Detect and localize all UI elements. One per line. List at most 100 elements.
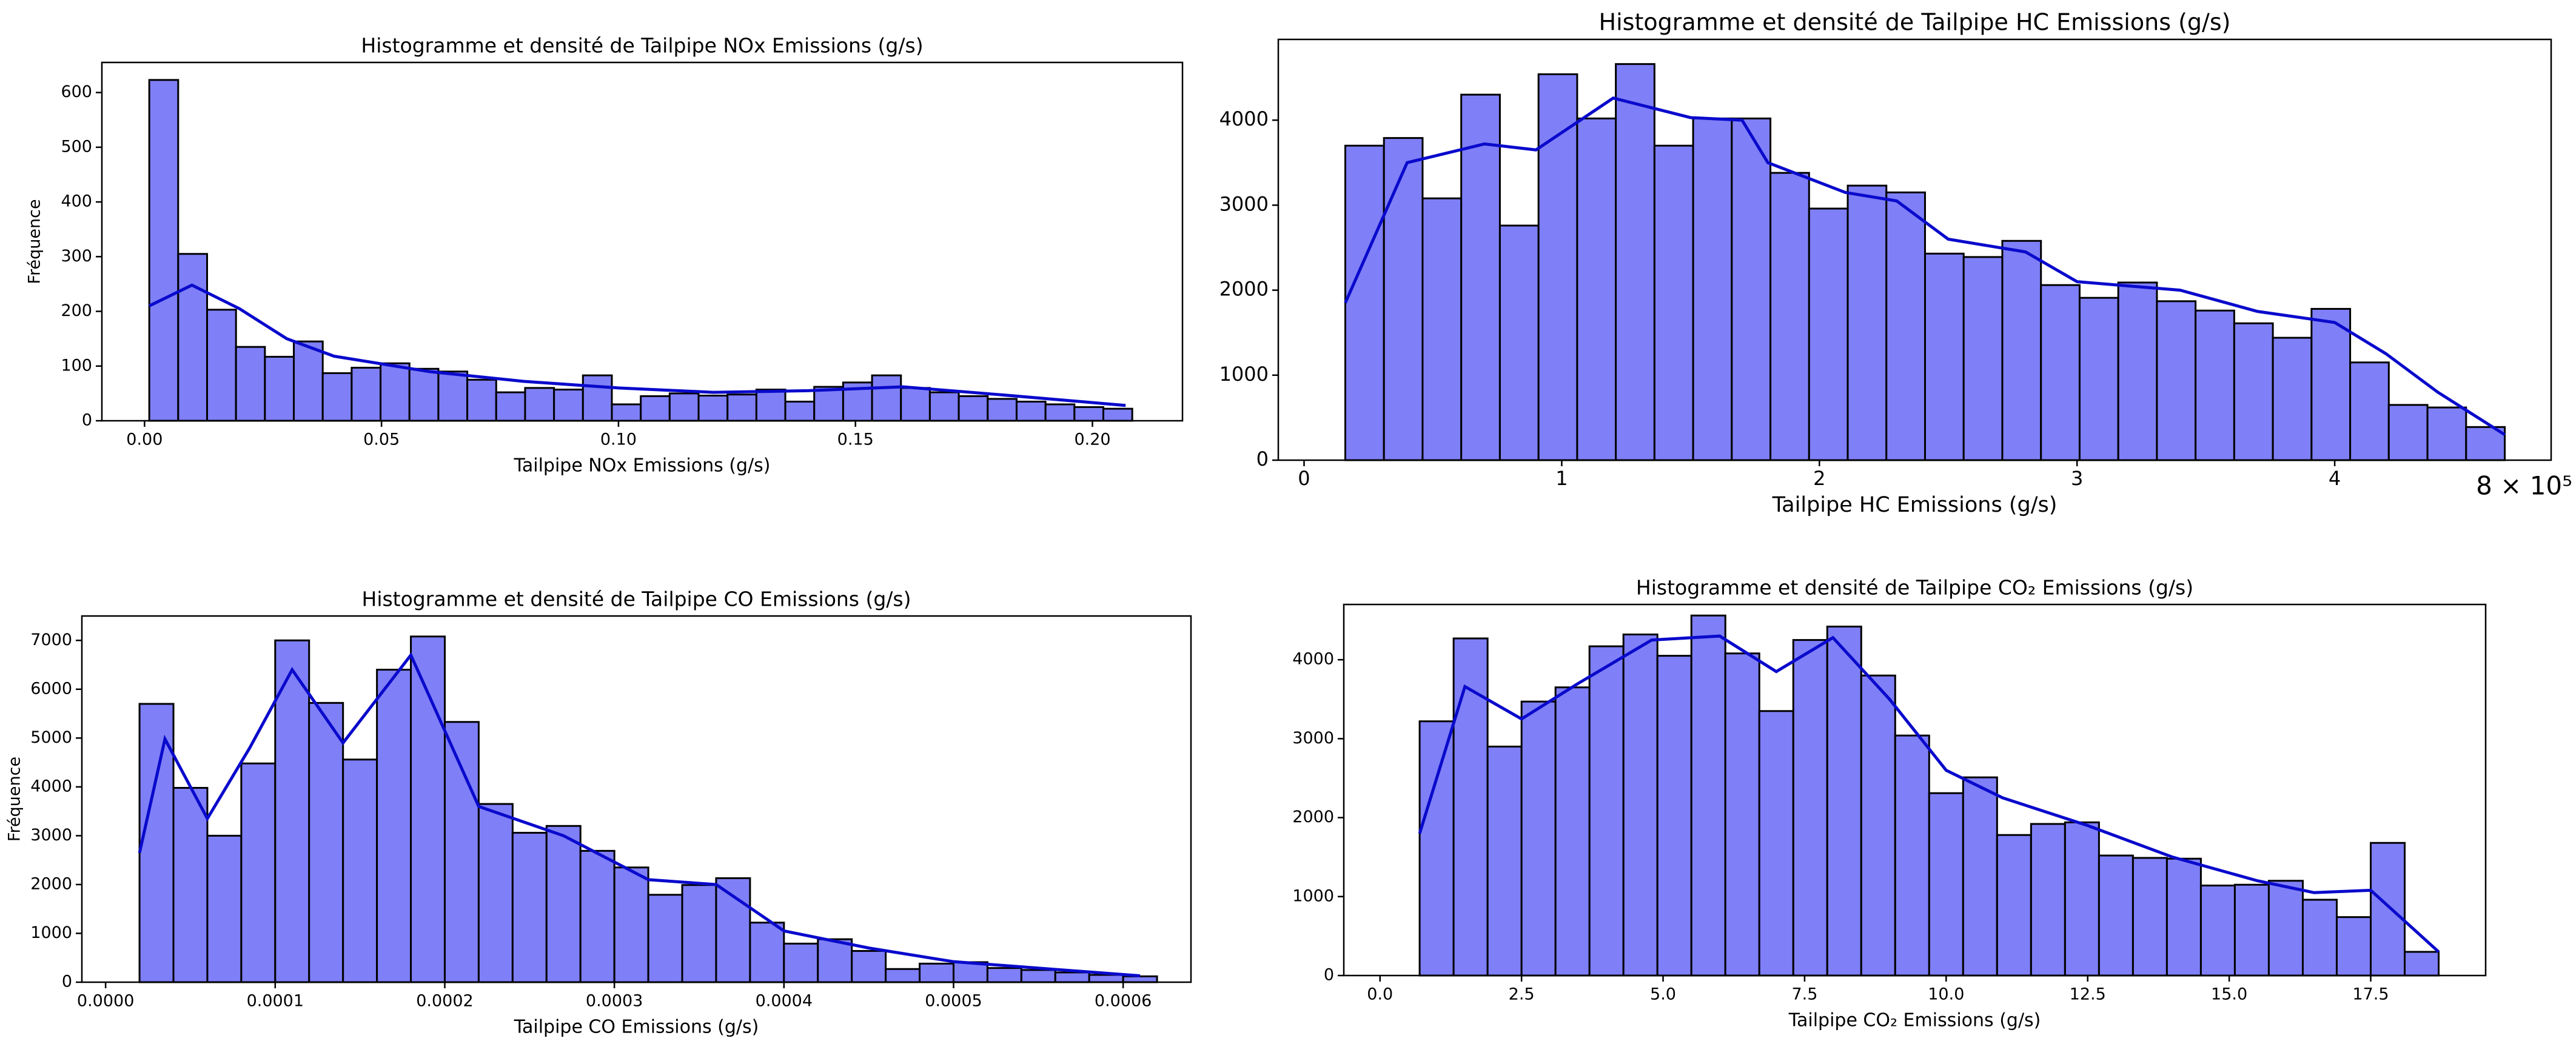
subplot: 0 1000 2000 3000 4000 0 1 2 3 4 Histogramme et den…: [1219, 9, 2572, 518]
bar: [148, 79, 179, 422]
x-axis-label: Tailpipe CO Emissions (g/s): [514, 1017, 759, 1038]
bar: [1826, 625, 1862, 977]
chart-title: Histogramme et densité de Tailpipe HC Em…: [1599, 9, 2231, 36]
y-tick-label: 300: [61, 247, 92, 266]
bar: [1962, 776, 1998, 977]
x-tick-label: 0.0: [1367, 985, 1393, 1004]
bar: [172, 786, 209, 983]
x-tick-label: 0.00: [126, 430, 163, 449]
bar: [986, 967, 1022, 983]
y-tick-label: 200: [61, 301, 92, 320]
axes-frame: [1277, 38, 2552, 461]
y-tick-label: 3000: [30, 826, 72, 845]
bar: [784, 400, 816, 422]
x-tick-label: 0.0002: [416, 992, 473, 1011]
y-tick-label: 7000: [30, 631, 72, 649]
bar: [376, 669, 412, 983]
bar: [206, 309, 237, 422]
bar: [579, 849, 615, 983]
y-tick-label: 4000: [30, 777, 72, 795]
bar: [1418, 720, 1455, 977]
bar: [1885, 191, 1926, 461]
bar: [1344, 144, 1385, 461]
bar: [817, 938, 853, 983]
bar: [2233, 883, 2270, 977]
bar: [715, 877, 751, 983]
x-tick-label: 2: [1813, 467, 1825, 490]
bar: [1769, 172, 1810, 461]
bar: [1588, 645, 1625, 977]
bar: [1731, 117, 1772, 461]
bar: [1554, 686, 1591, 977]
bar: [477, 803, 514, 983]
bar: [1690, 614, 1726, 977]
bar: [2199, 885, 2236, 977]
bar: [871, 374, 902, 422]
bar: [2465, 426, 2506, 461]
bar: [1792, 639, 1828, 977]
bar: [1020, 969, 1056, 983]
bar: [1928, 792, 1964, 977]
bar: [919, 962, 954, 983]
bar: [1102, 407, 1133, 422]
chart-title: Histogramme et densité de Tailpipe NOx E…: [361, 34, 923, 58]
bar: [2078, 296, 2119, 461]
subplot: 0 100 200 300 400 500 600 0.00 0.05 0.10 0.15 0.20 H…: [25, 34, 1184, 477]
bar: [1537, 73, 1578, 461]
y-tick-label: 0: [1256, 447, 1269, 470]
bar: [1656, 655, 1692, 977]
bar: [2349, 361, 2390, 461]
bar: [240, 762, 277, 983]
bar: [900, 387, 931, 422]
kde-line: [1344, 96, 2506, 437]
x-tick-label: 3: [2071, 467, 2083, 490]
y-tick-label: 1000: [30, 923, 72, 942]
y-tick-label: 4000: [1292, 650, 1334, 669]
bar: [308, 701, 344, 983]
subplot: 0 1000 2000 3000 4000 5000 6000 7000 0.0000 0.000…: [5, 587, 1192, 1038]
bar: [681, 884, 717, 983]
bar: [1421, 197, 1463, 461]
bar: [466, 378, 497, 422]
bar: [410, 635, 446, 983]
kde-line: [149, 283, 1126, 407]
x-tick-label: 0.0006: [1095, 992, 1152, 1011]
y-tick-label: 0: [1324, 966, 1334, 985]
x-tick-label: 0.15: [837, 430, 874, 449]
bar: [342, 758, 378, 983]
x-tick-label: 15.0: [2211, 985, 2247, 1004]
y-tick-label: 400: [61, 192, 92, 211]
bar: [553, 389, 584, 422]
bar: [1996, 834, 2032, 977]
bar: [2156, 300, 2197, 461]
axes-frame: [101, 61, 1184, 422]
x-tick-label: 10.0: [1928, 985, 1964, 1004]
axis-offset-label: 8 × 10⁵: [2476, 471, 2572, 501]
bar: [351, 366, 382, 422]
chart-title: Histogramme et densité de Tailpipe CO₂ E…: [1636, 576, 2193, 600]
bar: [2404, 951, 2440, 977]
bar: [1860, 674, 1896, 977]
bar: [177, 253, 209, 422]
bar: [1615, 63, 1655, 461]
y-tick-label: 5000: [30, 728, 72, 747]
bar: [437, 370, 469, 422]
x-tick-label: 0.0004: [756, 992, 813, 1011]
x-tick-label: 17.5: [2352, 985, 2389, 1004]
bar: [2064, 821, 2100, 977]
y-tick-label: 1000: [1292, 886, 1334, 905]
bar: [2098, 854, 2134, 977]
bar: [2117, 281, 2158, 461]
bar: [1692, 117, 1733, 461]
bar: [2387, 404, 2429, 461]
bar: [647, 894, 683, 983]
y-tick-label: 0: [62, 972, 72, 991]
bar: [2195, 309, 2235, 461]
bar: [1088, 974, 1124, 983]
bar: [1894, 734, 1930, 977]
bar: [1576, 117, 1617, 461]
bar: [2369, 842, 2406, 977]
bar: [582, 374, 613, 422]
